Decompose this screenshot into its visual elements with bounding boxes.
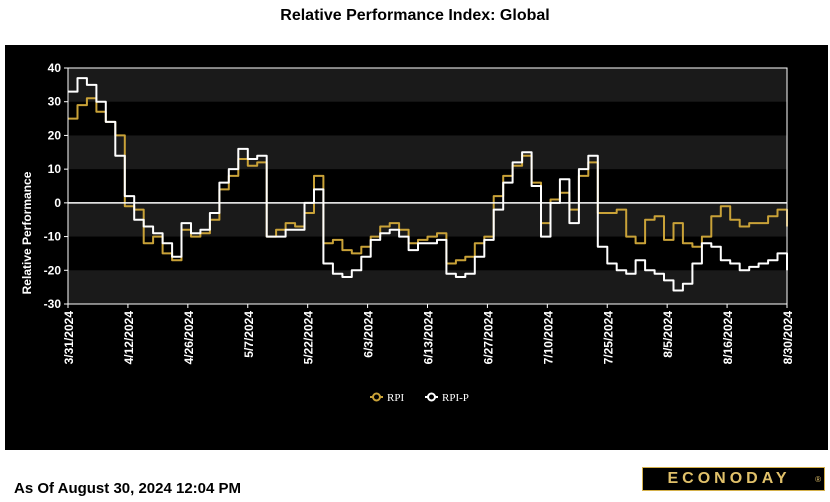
axes [64,67,788,308]
x-tick-label: 6/3/2024 [362,311,376,358]
legend-marker [427,392,436,402]
legend-label: RPI [387,392,404,404]
brand-registered-mark: ® [815,475,821,484]
x-tick-label: 3/31/2024 [62,311,76,365]
grid-band [68,135,787,170]
x-tick-label: 4/26/2024 [182,311,196,365]
series-line-rpi-p [68,77,788,292]
y-tick-label: 10 [48,162,62,176]
brand-name: ECONODAY [667,470,791,487]
x-tick-label: 8/5/2024 [661,311,675,358]
x-tick-label: 5/7/2024 [242,311,256,358]
x-tick-label: 6/27/2024 [481,311,495,365]
series-line-rpi [68,97,788,265]
chart-svg: 40 30 20 10 0 -10 -20 -30 3/31/2024 4/12/2024 4/2… [20,61,795,404]
x-tick-label: 6/13/2024 [422,311,436,365]
grid-band [68,202,787,237]
grid-bands [68,68,787,304]
y-tick-label: 20 [48,128,62,142]
y-tick-label: 30 [48,95,62,109]
as-of-timestamp: As Of August 30, 2024 12:04 PM [14,480,242,497]
x-tick-labels: 3/31/2024 4/12/2024 4/26/2024 5/7/2024 5/22/… [62,311,795,365]
legend: RPI RPI-P [370,392,469,404]
x-tick-label: 7/10/2024 [541,311,555,365]
x-tick-label: 8/16/2024 [721,311,735,365]
x-tick-label: 5/22/2024 [302,311,316,365]
y-tick-label: -20 [44,263,62,277]
y-tick-label: 40 [48,61,62,75]
legend-marker [372,392,381,402]
series-lines [68,77,788,292]
x-tick-label: 7/25/2024 [601,311,615,365]
chart-panel: 40 30 20 10 0 -10 -20 -30 3/31/2024 4/12/2024 4/2… [5,45,828,491]
grid-band [68,68,787,102]
y-axis-label: Relative Performance [20,171,34,294]
x-tick-label: 4/12/2024 [122,311,136,365]
y-tick-label: -30 [44,297,62,311]
y-tick-labels: 40 30 20 10 0 -10 -20 -30 [44,61,62,311]
grid-band [68,270,787,304]
legend-label: RPI-P [442,392,469,404]
plot-frame [67,67,788,305]
y-tick-label: -10 [44,230,62,244]
y-tick-label: 0 [54,196,61,210]
chart-title: Relative Performance Index: Global [280,7,550,24]
brand-logo: ECONODAY ® [642,467,825,491]
x-tick-label: 8/30/2024 [781,311,795,365]
